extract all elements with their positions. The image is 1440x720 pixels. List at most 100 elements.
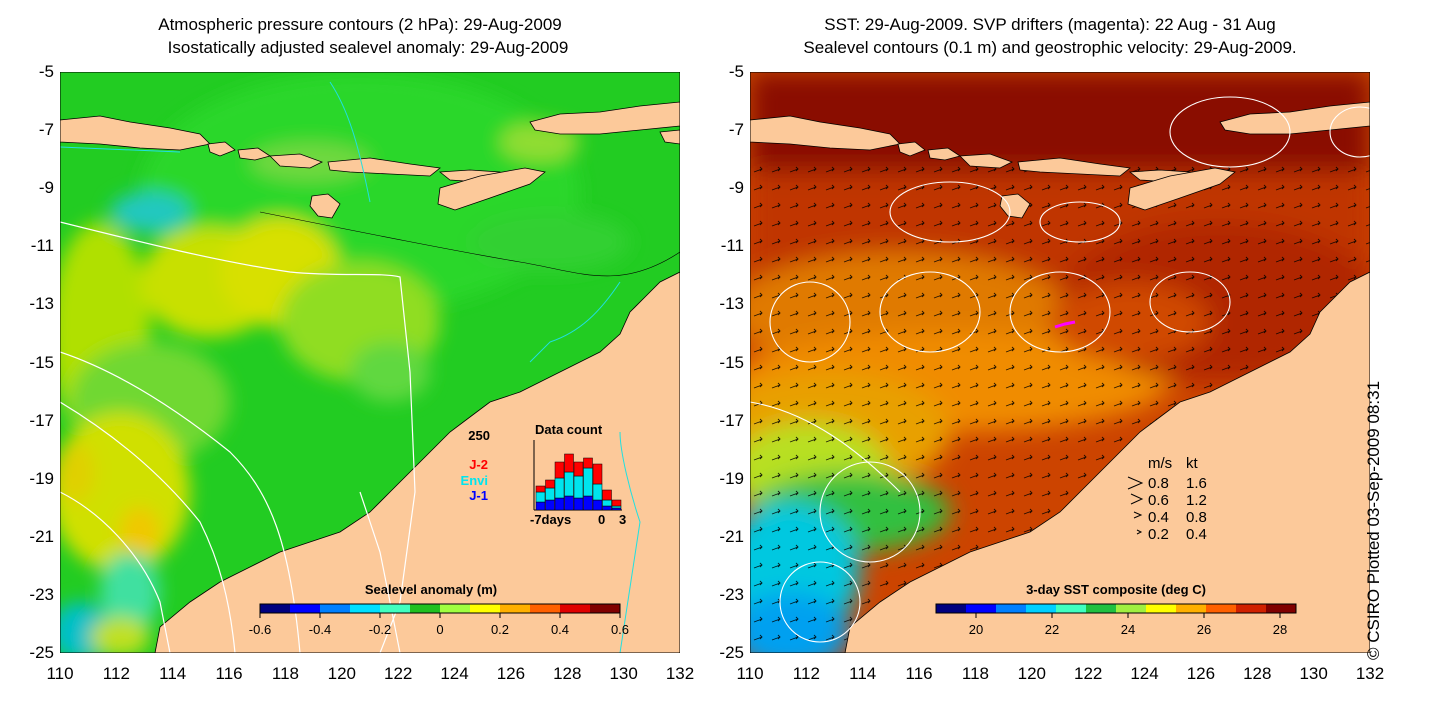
pressure-contours <box>60 221 416 653</box>
left-lon-label: 114 <box>159 664 187 683</box>
velocity-legend: m/s kt 0.8 1.6 0.6 1.2 0.4 0.8 0.2 0.4 <box>1127 455 1207 543</box>
right-title-line2: Sealevel contours (0.1 m) and geostrophi… <box>803 38 1297 57</box>
right-colorbar-tick-label: 26 <box>1197 622 1211 637</box>
left-lon-label: 130 <box>609 664 638 683</box>
vel-arrow-02 <box>1136 529 1143 535</box>
vel-arrow-06 <box>1130 493 1144 505</box>
left-colorbar-tick-label: -0.6 <box>249 622 271 637</box>
right-colorbar-label: 3-day SST composite (deg C) <box>1026 582 1206 597</box>
vel-arrow-04 <box>1133 511 1143 519</box>
left-lat-label: -19 <box>29 468 54 488</box>
inset-title: Data count <box>535 422 603 437</box>
right-lon-label: 130 <box>1299 664 1328 683</box>
sealevel-anomaly-map: Sealevel anomaly (m) -0.6 -0.4 -0.2 0 0.2 0.4… <box>60 72 680 653</box>
vel-arrow-08 <box>1127 476 1144 490</box>
left-colorbar-segment <box>560 604 591 613</box>
right-lat-label: -11 <box>720 236 744 256</box>
legend-j2: J-2 <box>469 457 488 472</box>
right-lon-label: 116 <box>905 664 933 683</box>
right-lat-label: -7 <box>728 120 744 140</box>
left-title-line1: Atmospheric pressure contours (2 hPa): 2… <box>158 15 562 34</box>
right-colorbar-segment <box>966 604 997 613</box>
inset-bar-segment <box>564 471 574 497</box>
vel-header-ms: m/s <box>1148 455 1172 472</box>
left-lon-label: 128 <box>553 664 582 683</box>
right-colorbar-segment <box>1056 604 1087 613</box>
left-colorbar-tick-label: 0 <box>436 622 443 637</box>
inset-bar-segment <box>602 489 612 501</box>
right-lon-label: 120 <box>1017 664 1046 683</box>
sealevel-contours <box>750 96 1370 643</box>
right-colorbar-tick-label: 22 <box>1045 622 1059 637</box>
vel-kt-3: 0.4 <box>1186 526 1207 543</box>
right-colorbar-segment <box>936 604 967 613</box>
right-colorbar-segment <box>1116 604 1147 613</box>
right-colorbar-segment <box>996 604 1027 613</box>
left-colorbar-tick-label: 0.6 <box>611 622 629 637</box>
inset-bar-segment <box>573 497 584 511</box>
cyan-contours <box>60 81 641 653</box>
left-colorbar-segment <box>350 604 381 613</box>
inset-bar-segment <box>564 495 574 511</box>
right-lat-label: -25 <box>719 643 744 662</box>
inset-bar-segment <box>583 467 593 497</box>
inset-xlabel: -7days <box>530 512 571 527</box>
left-lat-label: -11 <box>30 236 54 256</box>
inset-bar-segment <box>573 461 584 477</box>
land-islands-right <box>750 101 1370 219</box>
left-colorbar-segment <box>440 604 471 613</box>
vel-ms-0: 0.8 <box>1148 475 1169 492</box>
vel-kt-2: 0.8 <box>1186 509 1207 526</box>
right-lat-label: -5 <box>728 62 744 81</box>
vel-ms-3: 0.2 <box>1148 526 1169 543</box>
legend-j1: J-1 <box>469 488 488 503</box>
left-colorbar-segment <box>470 604 501 613</box>
left-colorbar-tick-label: -0.2 <box>369 622 391 637</box>
inset-bar-segment <box>535 501 546 511</box>
right-lon-label: 122 <box>1073 664 1103 683</box>
inset-bar-segment <box>583 495 593 511</box>
right-lon-label: 126 <box>1186 664 1216 683</box>
legend-envi: Envi <box>461 473 488 488</box>
right-lon-label: 124 <box>1130 664 1159 683</box>
left-lon-label: 112 <box>102 664 130 683</box>
right-lat-label: -9 <box>728 178 744 198</box>
left-lon-label: 126 <box>496 664 526 683</box>
right-lon-label: 128 <box>1243 664 1272 683</box>
left-title-line2: Isostatically adjusted sealevel anomaly:… <box>167 38 569 57</box>
left-colorbar-tick-label: 0.4 <box>551 622 569 637</box>
left-colorbar-segment <box>320 604 351 613</box>
anomaly-field <box>60 72 630 653</box>
inset-bar-segment <box>573 475 584 499</box>
left-colorbar-label: Sealevel anomaly (m) <box>365 582 497 597</box>
vel-ms-2: 0.4 <box>1148 509 1169 526</box>
right-title-line1: SST: 29-Aug-2009. SVP drifters (magenta)… <box>824 15 1276 34</box>
left-lat-label: -13 <box>29 294 54 314</box>
inset-tick-3: 3 <box>619 512 626 527</box>
left-lon-label: 116 <box>215 664 243 683</box>
right-lon-label: 132 <box>1355 664 1385 683</box>
right-lat-label: -19 <box>719 468 744 488</box>
right-colorbar-tick-label: 24 <box>1121 622 1135 637</box>
inset-ymax: 250 <box>468 428 490 443</box>
right-lat-label: -17 <box>719 410 744 430</box>
left-lat-label: -17 <box>29 410 54 430</box>
left-colorbar-segment <box>380 604 411 613</box>
sst-map: m/s kt 0.8 1.6 0.6 1.2 0.4 0.8 0.2 0.4 3… <box>750 72 1370 653</box>
right-colorbar-tick-label: 28 <box>1273 622 1287 637</box>
right-lon-label: 110 <box>736 664 764 683</box>
left-lat-label: -15 <box>29 352 54 372</box>
inset-bar-segment <box>611 507 622 511</box>
right-lon-label: 118 <box>961 664 989 683</box>
right-colorbar-segment <box>1236 604 1267 613</box>
inset-bar-segment <box>611 505 622 509</box>
inset-bar-segment <box>592 463 603 485</box>
right-lat-label: -13 <box>719 294 744 314</box>
right-lat-label: -21 <box>719 526 744 546</box>
right-colorbar-tick-label: 20 <box>969 622 983 637</box>
australia-land-right <box>844 271 1370 653</box>
left-colorbar-segment <box>590 604 621 613</box>
inset-bar-segment <box>535 485 546 493</box>
inset-bar-segment <box>554 461 565 479</box>
left-lat-label: -25 <box>29 643 54 662</box>
